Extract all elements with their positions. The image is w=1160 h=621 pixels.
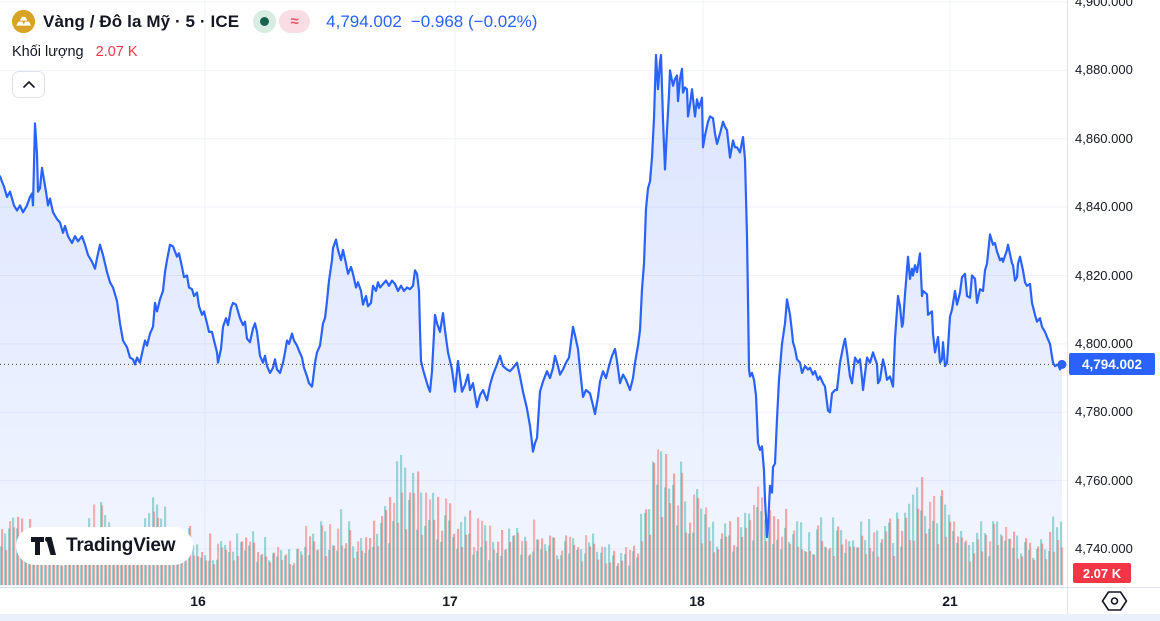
price-axis-label: 4,760.000 xyxy=(1075,472,1133,488)
last-price-dot xyxy=(1057,359,1067,369)
price-axis-label: 4,820.000 xyxy=(1075,267,1133,283)
last-price: 4,794.002 xyxy=(326,11,402,31)
gold-symbol-icon xyxy=(12,10,35,33)
time-axis-label: 18 xyxy=(689,593,705,609)
symbol-title[interactable]: Vàng / Đô la Mỹ · 5 · ICE xyxy=(43,11,240,31)
price-axis-label: 4,780.000 xyxy=(1075,404,1133,420)
time-axis-label: 21 xyxy=(942,593,958,609)
hexagon-dot-icon xyxy=(1101,591,1127,611)
price-axis-label: 4,880.000 xyxy=(1075,62,1133,78)
price-scale[interactable]: 4,794.002 2.07 K 4,900.000 4,880.000 4,860… xyxy=(1067,0,1160,588)
volume-label[interactable]: Khối lượng xyxy=(12,44,84,60)
area-fill xyxy=(0,55,1062,586)
volume-value: 2.07 K xyxy=(95,44,138,60)
bottom-strip xyxy=(0,614,1160,621)
collapse-legend-button[interactable] xyxy=(12,71,45,98)
price-axis-label: 4,900.000 xyxy=(1075,0,1133,9)
price-axis-label: 4,800.000 xyxy=(1075,335,1133,351)
tradingview-logo-text: TradingView xyxy=(66,535,176,556)
tradingview-logo[interactable]: TradingView xyxy=(16,527,194,565)
market-open-dot-icon xyxy=(253,10,277,33)
time-axis-label: 16 xyxy=(190,593,206,609)
price-change: −0.968 (−0.02%) xyxy=(410,11,538,31)
price-line-series xyxy=(0,53,1064,539)
time-scale[interactable]: 16 17 18 21 xyxy=(0,587,1067,614)
volume-badge: 2.07 K xyxy=(1073,563,1131,583)
price-axis-label: 4,860.000 xyxy=(1075,130,1133,146)
timezone-settings-corner xyxy=(1067,587,1160,614)
chart-legend: Vàng / Đô la Mỹ · 5 · ICE ≈ 4,794.002 −0… xyxy=(12,8,537,98)
price-scale-settings-button[interactable] xyxy=(1101,590,1128,612)
last-price-badge: 4,794.002 xyxy=(1069,353,1155,376)
market-status-pill[interactable]: ≈ xyxy=(253,10,311,33)
tradingview-mark-icon xyxy=(31,537,56,555)
price-chart-canvas[interactable] xyxy=(0,0,1067,588)
chevron-up-icon xyxy=(22,81,35,88)
time-axis-label: 17 xyxy=(442,593,458,609)
price-axis-label: 4,840.000 xyxy=(1075,199,1133,215)
volume-bars xyxy=(0,449,1064,585)
approx-data-icon: ≈ xyxy=(279,10,311,33)
price-axis-label: 4,740.000 xyxy=(1075,541,1133,556)
